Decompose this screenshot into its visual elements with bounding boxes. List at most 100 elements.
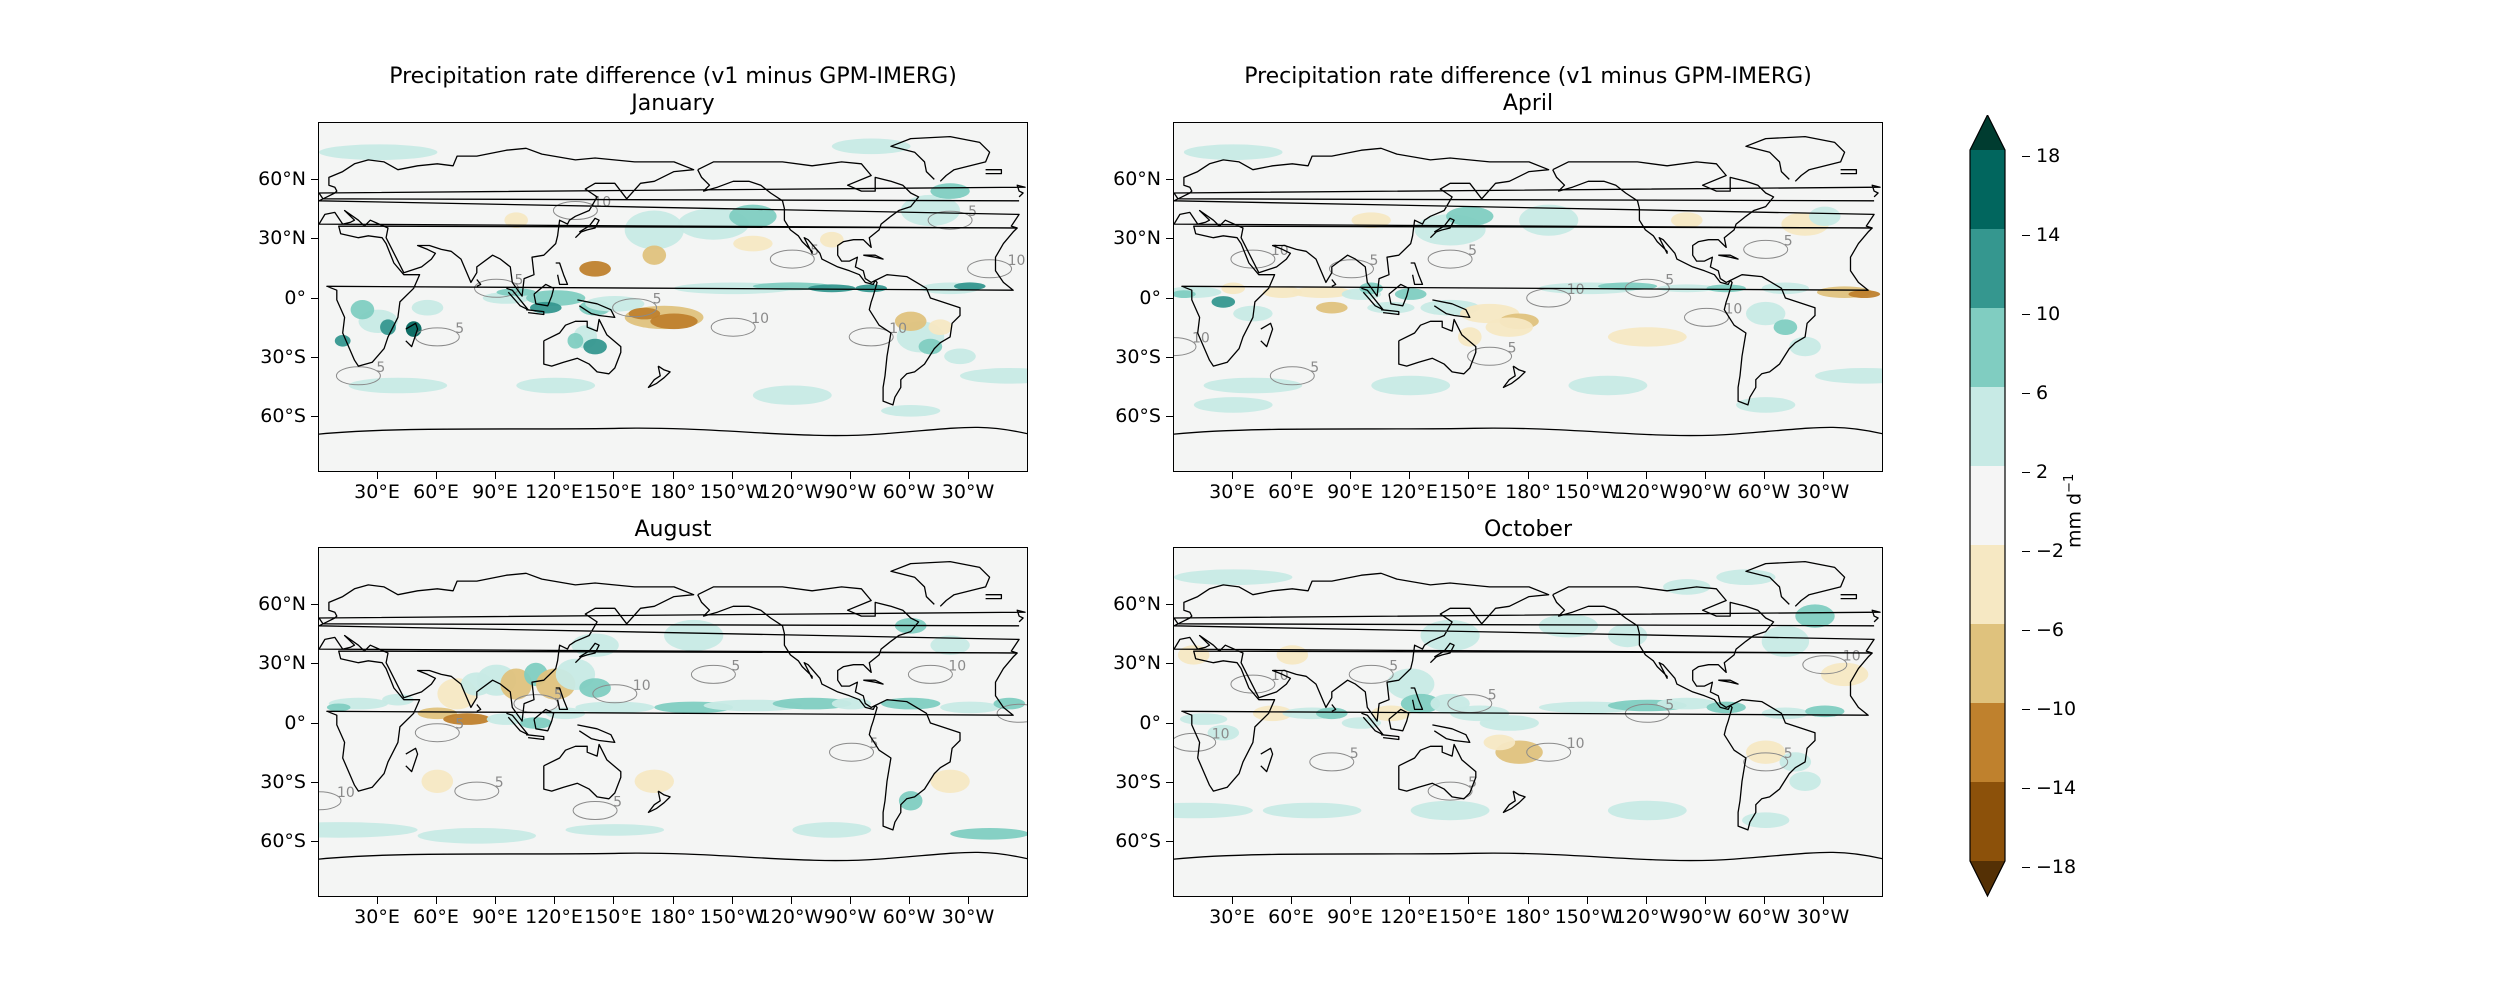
coastline xyxy=(1410,262,1424,286)
coastline xyxy=(1745,135,1846,182)
colorbar-tick-label: 10 xyxy=(2021,303,2061,325)
coastline xyxy=(326,650,1018,792)
coastline xyxy=(1552,586,1775,711)
contour-label: 5 xyxy=(1468,775,1477,791)
lat-tick-label: 0° xyxy=(236,288,318,308)
precip-contour-line xyxy=(967,259,1013,279)
precip-anomaly-region xyxy=(1706,284,1746,293)
coastline xyxy=(1745,560,1846,607)
lon-tick-label: 30°W xyxy=(1783,472,1863,502)
colorbar-segment xyxy=(1970,387,2005,467)
map-background xyxy=(319,548,1027,896)
precip-anomaly-region xyxy=(855,284,887,293)
lon-tick-label: 150°W xyxy=(1547,897,1627,927)
lon-tick-label: 90°E xyxy=(455,897,535,927)
coastline xyxy=(1181,650,1873,792)
coastline xyxy=(319,184,1026,202)
precip-anomaly-region xyxy=(1387,668,1435,700)
lon-tick-label: 120°W xyxy=(751,472,831,502)
coastline xyxy=(1718,254,1739,260)
precip-anomaly-region xyxy=(516,377,596,394)
lon-tick-label: 180° xyxy=(633,472,713,502)
coastline xyxy=(574,642,600,664)
lat-tick-label: 30°N xyxy=(1091,653,1173,673)
contour-label: 10 xyxy=(1725,301,1743,317)
lat-tick-label: 60°N xyxy=(236,594,318,614)
contour-label: 5 xyxy=(1468,243,1477,259)
lon-tick-label: 30°E xyxy=(337,472,417,502)
lon-tick-label: 60°W xyxy=(869,472,949,502)
coastline xyxy=(868,699,961,831)
precip-anomaly-region xyxy=(900,194,961,227)
lon-tick-label: 90°W xyxy=(1665,472,1745,502)
precip-anomaly-region xyxy=(1568,375,1648,396)
precip-contour-line xyxy=(1743,239,1789,259)
precip-anomaly-region xyxy=(1420,619,1480,652)
contour-label: 5 xyxy=(455,717,464,733)
precip-anomaly-region xyxy=(1815,368,1882,384)
precip-anomaly-region xyxy=(1779,752,1812,772)
contour-label: 5 xyxy=(515,272,524,288)
coastline xyxy=(1840,594,1858,600)
precip-anomaly-region xyxy=(752,385,832,405)
coastline xyxy=(1723,699,1816,831)
coastline xyxy=(1429,217,1455,239)
map-panel-january: 10 5 5 10 5 5 10 5 5 10 xyxy=(318,122,1028,472)
lon-tick-label: 120°W xyxy=(1606,472,1686,502)
precip-anomaly-region xyxy=(928,319,953,335)
precip-anomaly-region xyxy=(1820,662,1869,687)
lat-tick-label: 60°N xyxy=(1091,169,1173,189)
precip-contour-line xyxy=(710,317,756,337)
colorbar-segment xyxy=(1970,703,2005,783)
lat-tick-label: 60°S xyxy=(1091,406,1173,426)
precip-contour-line xyxy=(612,298,658,318)
colorbar-tick-label: 14 xyxy=(2021,224,2061,246)
colorbar xyxy=(1969,115,2006,898)
colorbar-extend-min xyxy=(1970,861,2005,896)
coastline xyxy=(1840,169,1858,175)
colorbar-segment xyxy=(1970,466,2005,546)
contour-label: 10 xyxy=(633,678,651,694)
coastline xyxy=(1388,283,1410,307)
precip-anomaly-region xyxy=(950,828,1027,840)
map-panel-october: 10 5 5 10 5 5 10 5 5 10 xyxy=(1173,547,1883,897)
contour-label: 10 xyxy=(751,311,769,327)
lat-tick-label: 60°S xyxy=(236,831,318,851)
lon-tick-label: 30°W xyxy=(1783,897,1863,927)
map-panel-april: 10 5 5 10 5 5 10 5 5 10 xyxy=(1173,122,1883,472)
lon-tick-label: 150°W xyxy=(1547,472,1627,502)
precip-anomaly-region xyxy=(1607,623,1648,648)
colorbar-tick-label: −2 xyxy=(2021,540,2065,562)
precip-anomaly-region xyxy=(733,235,773,252)
precip-anomaly-region xyxy=(520,717,552,729)
lon-tick-label: 120°W xyxy=(1606,897,1686,927)
lon-tick-label: 120°E xyxy=(1369,897,1449,927)
precip-contour-line xyxy=(829,742,874,762)
contour-label: 5 xyxy=(1784,746,1793,762)
precip-anomaly-region xyxy=(1519,204,1579,236)
precip-anomaly-region xyxy=(1262,286,1303,298)
lon-tick-label: 180° xyxy=(633,897,713,927)
precip-anomaly-region xyxy=(417,828,536,844)
contour-label: 5 xyxy=(1370,253,1379,269)
precip-contour-line xyxy=(1802,655,1848,675)
coastline xyxy=(533,708,555,732)
precip-contour-line xyxy=(454,781,500,801)
contour-label: 5 xyxy=(731,658,740,674)
colorbar-segment xyxy=(1970,229,2005,309)
colorbar-units-text: mm d xyxy=(2063,492,2086,548)
coastline xyxy=(1432,724,1471,744)
lat-tick-label: 30°S xyxy=(236,347,318,367)
precip-anomaly-region xyxy=(583,338,607,355)
precip-anomaly-region xyxy=(326,703,351,712)
lon-tick-label: 90°W xyxy=(810,472,890,502)
contour-label: 5 xyxy=(870,736,879,752)
coastline xyxy=(533,283,555,307)
antarctica-coastline xyxy=(1174,426,1882,437)
precip-anomaly-region xyxy=(1773,319,1798,335)
precip-anomaly-region xyxy=(831,138,911,155)
precip-anomaly-region xyxy=(1479,715,1539,731)
lat-tick-label: 0° xyxy=(1091,713,1173,733)
lat-tick-label: 0° xyxy=(1091,288,1173,308)
